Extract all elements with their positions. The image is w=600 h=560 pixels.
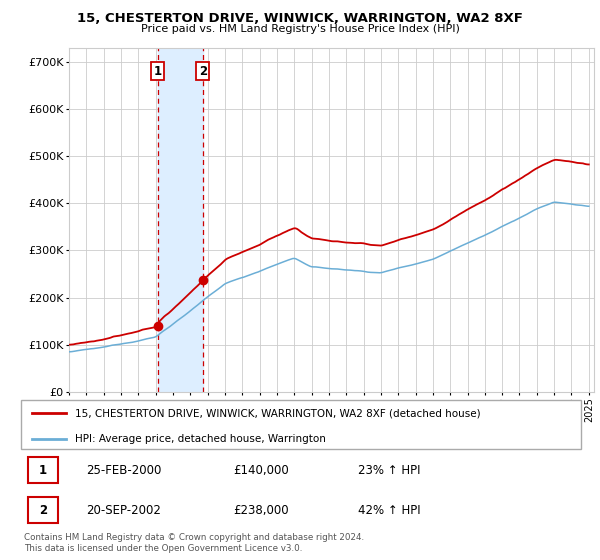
Text: 15, CHESTERTON DRIVE, WINWICK, WARRINGTON, WA2 8XF: 15, CHESTERTON DRIVE, WINWICK, WARRINGTO… xyxy=(77,12,523,25)
Text: HPI: Average price, detached house, Warrington: HPI: Average price, detached house, Warr… xyxy=(75,435,326,444)
Text: Contains HM Land Registry data © Crown copyright and database right 2024.
This d: Contains HM Land Registry data © Crown c… xyxy=(24,533,364,553)
Text: Price paid vs. HM Land Registry's House Price Index (HPI): Price paid vs. HM Land Registry's House … xyxy=(140,24,460,34)
Text: 25-FEB-2000: 25-FEB-2000 xyxy=(86,464,161,477)
Text: 42% ↑ HPI: 42% ↑ HPI xyxy=(358,504,421,517)
Text: 20-SEP-2002: 20-SEP-2002 xyxy=(86,504,161,517)
Text: £238,000: £238,000 xyxy=(233,504,289,517)
FancyBboxPatch shape xyxy=(21,400,581,449)
Text: 1: 1 xyxy=(39,464,47,477)
Text: 23% ↑ HPI: 23% ↑ HPI xyxy=(358,464,421,477)
Text: 15, CHESTERTON DRIVE, WINWICK, WARRINGTON, WA2 8XF (detached house): 15, CHESTERTON DRIVE, WINWICK, WARRINGTO… xyxy=(75,408,481,418)
Text: £140,000: £140,000 xyxy=(233,464,289,477)
Text: 2: 2 xyxy=(39,504,47,517)
Text: 1: 1 xyxy=(154,65,162,78)
FancyBboxPatch shape xyxy=(28,458,58,483)
FancyBboxPatch shape xyxy=(28,497,58,523)
Text: 2: 2 xyxy=(199,65,207,78)
Bar xyxy=(158,48,203,392)
